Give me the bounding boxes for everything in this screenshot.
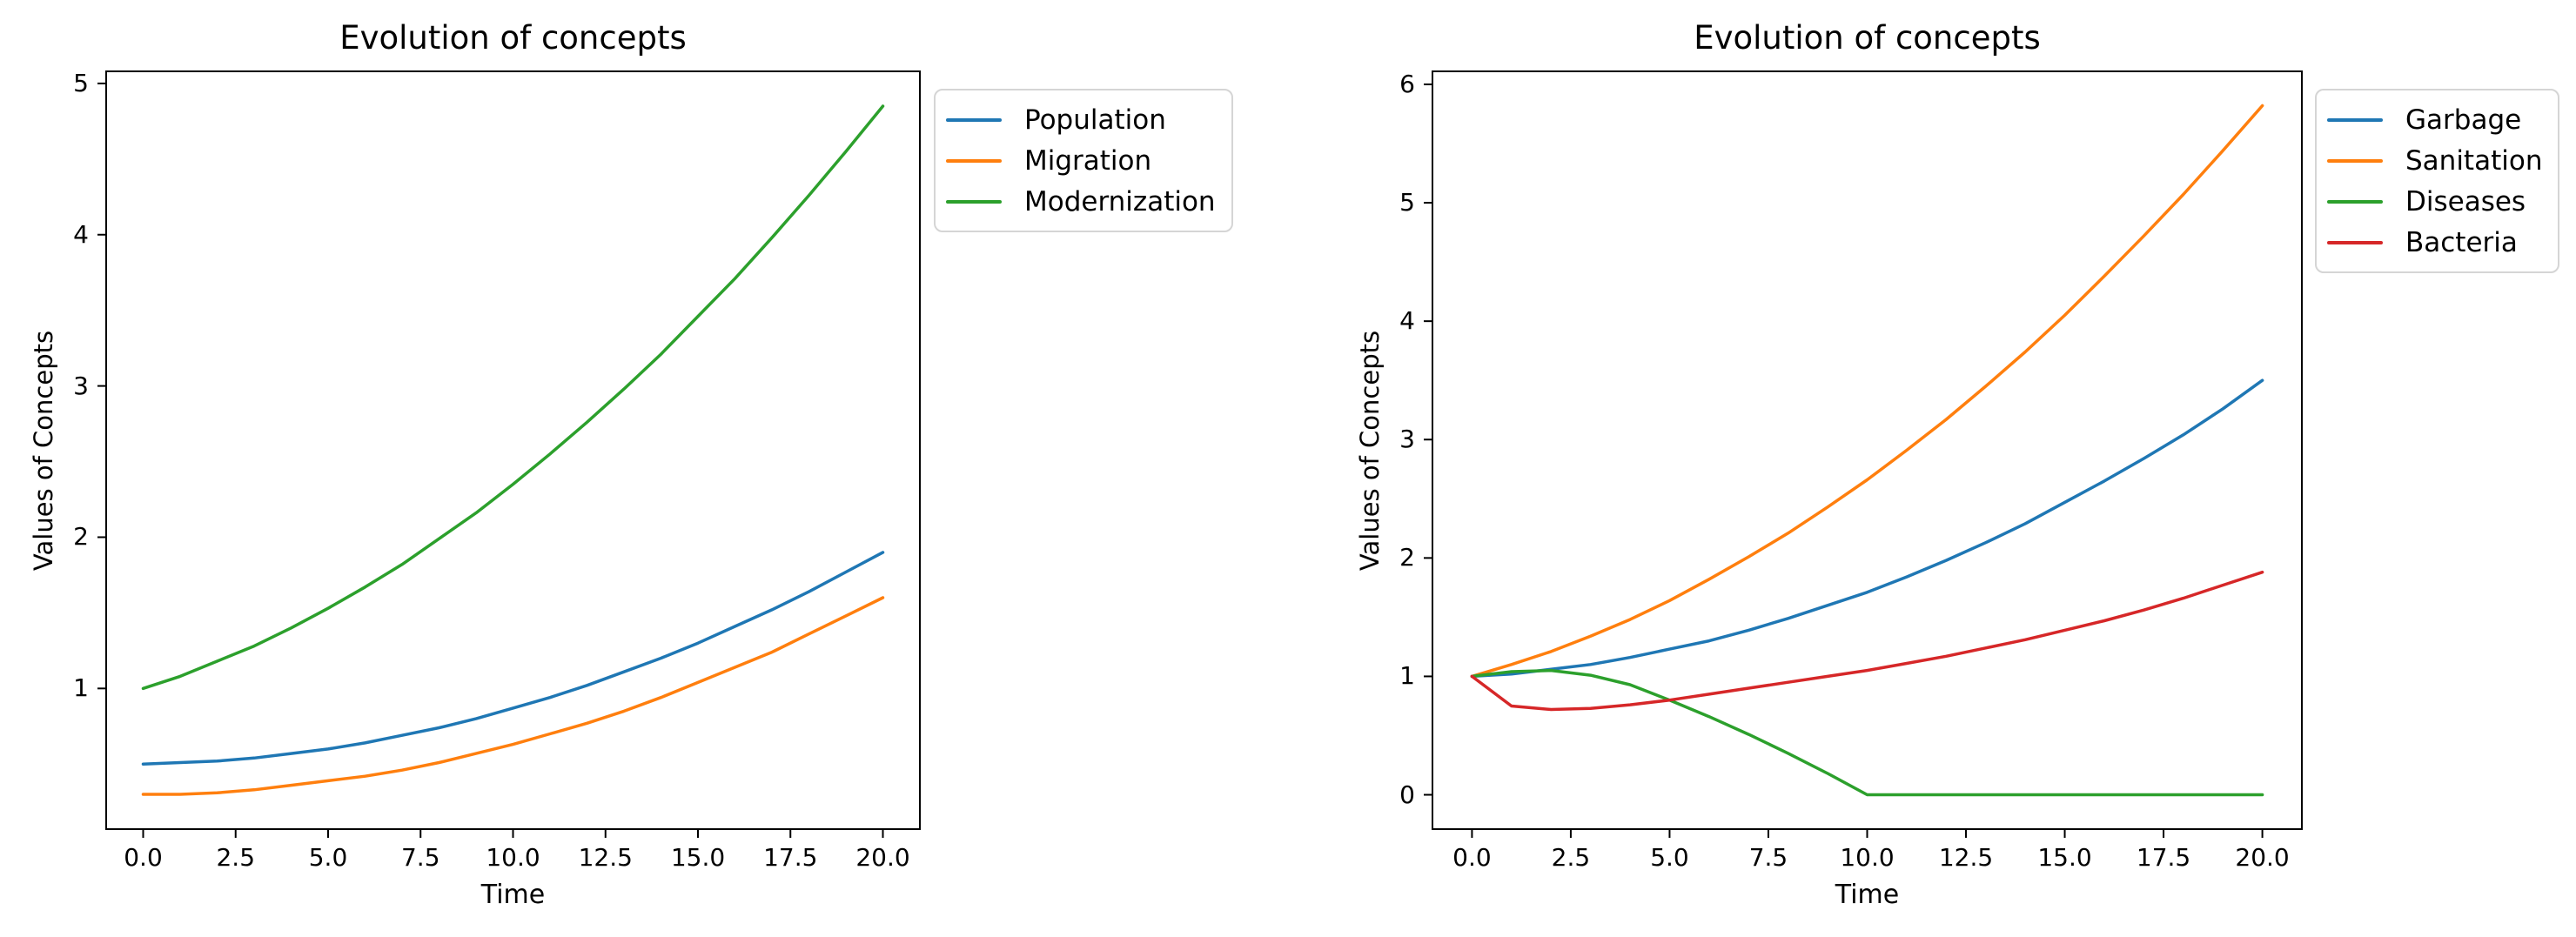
legend-label: Migration <box>1024 144 1152 177</box>
series-line-modernization <box>141 104 885 691</box>
legend-label: Modernization <box>1024 185 1216 218</box>
legend-line-swatch <box>946 199 1002 204</box>
legend-item-migration: Migration <box>946 140 1216 181</box>
x-tick-label: 10.0 <box>1840 843 1895 872</box>
series-line-bacteria <box>1470 570 2264 712</box>
x-tick-label: 15.0 <box>2037 843 2092 872</box>
series-line-sanitation <box>1470 104 2264 679</box>
legend: Population Migration Modernization <box>934 89 1233 232</box>
x-tick-label: 12.5 <box>578 843 633 872</box>
y-tick-label: 2 <box>73 522 89 552</box>
legend-line-swatch <box>946 117 1002 122</box>
y-tick-label: 0 <box>1399 780 1415 809</box>
x-tick-label: 2.5 <box>216 843 256 872</box>
x-axis-label: Time <box>1835 880 1900 910</box>
x-tick-label: 0.0 <box>1452 843 1492 872</box>
series-line-population <box>141 551 885 766</box>
legend-label: Garbage <box>2405 104 2522 136</box>
legend-item-sanitation: Sanitation <box>2327 140 2542 181</box>
x-tick-label: 17.5 <box>763 843 818 872</box>
legend-label: Sanitation <box>2405 144 2543 177</box>
axes-spines <box>1432 70 2303 830</box>
x-tick-label: 20.0 <box>2235 843 2290 872</box>
x-axis-label: Time <box>480 880 546 910</box>
x-tick-label: 7.5 <box>1748 843 1788 872</box>
y-tick-label: 1 <box>1399 661 1415 691</box>
x-tick-label: 15.0 <box>670 843 726 872</box>
x-tick-label: 10.0 <box>486 843 540 872</box>
legend-item-garbage: Garbage <box>2327 99 2542 140</box>
chart-title: Evolution of concepts <box>1694 19 2041 57</box>
legend-item-modernization: Modernization <box>946 181 1216 222</box>
legend-line-swatch <box>946 158 1002 163</box>
series-line-diseases <box>1470 668 2264 797</box>
x-tick-label: 2.5 <box>1551 843 1591 872</box>
y-tick-label: 4 <box>1399 306 1415 336</box>
legend-line-swatch <box>2327 199 2383 204</box>
y-tick-label: 5 <box>73 68 89 97</box>
x-tick-label: 5.0 <box>1650 843 1689 872</box>
x-tick-label: 0.0 <box>124 843 163 872</box>
legend-label: Bacteria <box>2405 226 2518 258</box>
legend-line-swatch <box>2327 117 2383 122</box>
x-tick-label: 20.0 <box>855 843 910 872</box>
x-tick-label: 7.5 <box>400 843 440 872</box>
x-tick-label: 5.0 <box>308 843 348 872</box>
y-tick-label: 6 <box>1399 69 1415 98</box>
legend-line-swatch <box>2327 240 2383 244</box>
series-line-garbage <box>1470 378 2264 679</box>
legend-label: Population <box>1024 104 1166 136</box>
legend-line-swatch <box>2327 158 2383 163</box>
plot-area <box>1424 70 2303 838</box>
y-tick-label: 3 <box>1399 425 1415 454</box>
y-tick-label: 5 <box>1399 188 1415 218</box>
legend-item-diseases: Diseases <box>2327 181 2542 222</box>
chart-title: Evolution of concepts <box>339 19 687 57</box>
legend-item-bacteria: Bacteria <box>2327 222 2542 263</box>
plot-area <box>97 70 921 838</box>
legend-item-population: Population <box>946 99 1216 140</box>
series-line-migration <box>141 596 885 796</box>
y-tick-label: 2 <box>1399 543 1415 572</box>
x-tick-label: 17.5 <box>2136 843 2191 872</box>
x-tick-label: 12.5 <box>1938 843 1994 872</box>
legend-label: Diseases <box>2405 185 2526 218</box>
y-tick-label: 3 <box>73 371 89 400</box>
y-tick-label: 4 <box>73 219 89 249</box>
legend: Garbage Sanitation Diseases Bacteria <box>2315 89 2560 273</box>
y-tick-label: 1 <box>73 673 89 703</box>
